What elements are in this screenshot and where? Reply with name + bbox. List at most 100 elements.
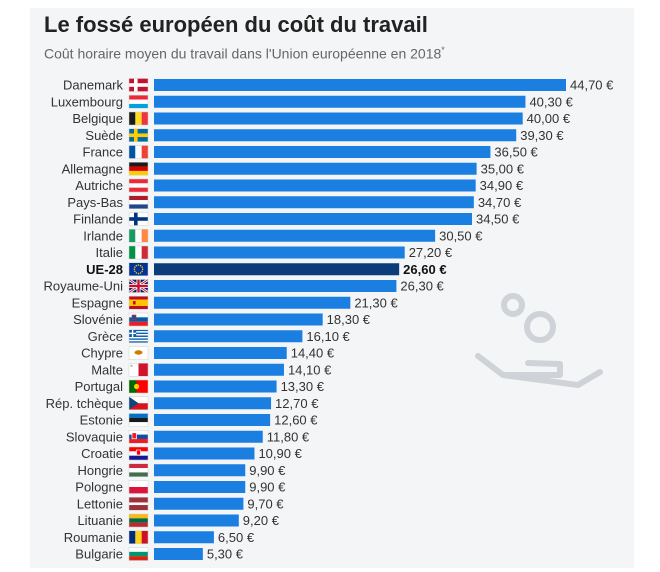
value-label: 13,30 € <box>281 379 325 394</box>
latvia-flag-icon <box>128 497 149 511</box>
bar <box>154 213 472 225</box>
category-label: Belgique <box>72 111 123 126</box>
france-flag-icon <box>128 145 149 159</box>
category-label: Estonie <box>80 413 123 428</box>
bar <box>154 246 405 259</box>
lithuania-flag-icon <box>128 513 149 528</box>
category-label: Roumanie <box>64 530 123 545</box>
sweden-flag-icon <box>128 128 149 142</box>
value-label: 27,20 € <box>409 245 453 260</box>
romania-flag-icon <box>128 530 149 544</box>
slovakia-flag-icon <box>128 430 149 444</box>
category-label: Suède <box>85 128 123 143</box>
category-label: Irlande <box>83 228 123 243</box>
bar <box>154 146 491 158</box>
bar <box>154 196 474 209</box>
category-label: Italie <box>96 245 123 260</box>
ireland-flag-icon <box>128 229 149 243</box>
bar <box>154 95 526 108</box>
value-label: 30,50 € <box>439 228 483 243</box>
bar <box>154 347 287 359</box>
value-label: 9,70 € <box>247 496 284 511</box>
category-label: Luxembourg <box>51 94 123 109</box>
value-label: 14,40 € <box>291 346 335 361</box>
category-label: Hongrie <box>77 463 123 478</box>
denmark-flag-icon <box>128 78 149 92</box>
value-label: 35,00 € <box>481 161 525 176</box>
category-label: Royaume-Uni <box>44 279 124 294</box>
value-label: 6,50 € <box>218 530 255 545</box>
bar <box>154 330 303 343</box>
estonia-flag-icon <box>128 413 149 427</box>
bar <box>154 280 397 292</box>
poland-flag-icon <box>128 480 149 494</box>
category-label: Lettonie <box>77 496 123 511</box>
category-label: Pays-Bas <box>67 195 123 210</box>
croatia-flag-icon <box>128 446 149 461</box>
italy-flag-icon <box>128 245 149 260</box>
value-label: 5,30 € <box>207 547 244 562</box>
value-label: 34,70 € <box>478 195 522 210</box>
value-label: 12,70 € <box>275 396 319 411</box>
uk-flag-icon <box>128 278 149 294</box>
bar <box>154 414 271 426</box>
netherlands-flag-icon <box>128 195 149 209</box>
category-label: Espagne <box>72 295 123 310</box>
category-label: Rép. tchèque <box>46 396 123 411</box>
austria-flag-icon <box>128 178 149 193</box>
bar <box>154 531 214 544</box>
bar <box>154 363 284 376</box>
bar <box>154 79 566 91</box>
bar <box>154 380 277 393</box>
value-label: 36,50 € <box>494 145 538 160</box>
bar <box>154 179 476 192</box>
bar <box>154 296 351 309</box>
value-label: 40,00 € <box>527 111 571 126</box>
value-label: 14,10 € <box>288 362 332 377</box>
value-label: 12,60 € <box>274 413 318 428</box>
category-label: Slovénie <box>73 312 123 327</box>
chart-subtitle: Coût horaire moyen du travail dans l'Uni… <box>44 45 445 62</box>
value-label: 9,20 € <box>243 513 280 528</box>
belgium-flag-icon <box>128 111 149 126</box>
germany-flag-icon <box>128 162 149 176</box>
value-label: 16,10 € <box>306 329 350 344</box>
value-label: 44,70 € <box>570 78 614 93</box>
category-label: Slovaquie <box>66 429 123 444</box>
spain-flag-icon <box>128 296 149 310</box>
czech-flag-icon <box>128 396 149 410</box>
category-label: France <box>83 145 123 160</box>
bar <box>154 497 244 510</box>
bar <box>154 464 246 477</box>
chart-title: Le fossé européen du coût du travail <box>44 12 428 37</box>
bar <box>154 229 436 242</box>
category-label: Portugal <box>75 379 124 394</box>
bar <box>154 514 239 527</box>
category-label: Autriche <box>75 178 123 193</box>
category-label: Danemark <box>63 78 123 93</box>
value-label: 39,30 € <box>520 128 564 143</box>
category-label: Lituanie <box>77 513 123 528</box>
value-label: 18,30 € <box>327 312 371 327</box>
value-label: 9,90 € <box>249 463 286 478</box>
value-label: 9,90 € <box>249 480 286 495</box>
eu-flag-icon <box>128 262 149 276</box>
category-label: UE-28 <box>86 262 123 277</box>
luxembourg-flag-icon <box>128 95 149 109</box>
category-label: Allemagne <box>62 161 123 176</box>
hand-with-person-icon <box>475 293 603 388</box>
slovenia-flag-icon <box>128 312 149 327</box>
value-label: 10,90 € <box>258 446 302 461</box>
value-label: 26,60 € <box>403 262 446 277</box>
category-label: Croatie <box>81 446 123 461</box>
bar <box>154 397 272 410</box>
category-label: Chypre <box>81 346 123 361</box>
greece-flag-icon <box>128 329 149 343</box>
bar <box>154 112 523 125</box>
hungary-flag-icon <box>128 463 149 477</box>
bar <box>154 263 400 276</box>
category-label: Pologne <box>75 480 123 495</box>
category-label: Bulgarie <box>75 547 123 562</box>
subtitle-footnote-mark: * <box>441 45 445 55</box>
